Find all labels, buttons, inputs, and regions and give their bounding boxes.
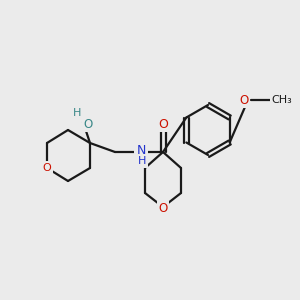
Text: O: O bbox=[239, 94, 249, 106]
Text: H: H bbox=[73, 108, 81, 118]
Text: CH₃: CH₃ bbox=[271, 95, 292, 105]
Text: H: H bbox=[138, 156, 146, 166]
Text: O: O bbox=[43, 163, 51, 173]
Text: O: O bbox=[158, 202, 168, 215]
Text: O: O bbox=[158, 118, 168, 130]
Text: N: N bbox=[136, 145, 146, 158]
Text: O: O bbox=[83, 118, 93, 130]
